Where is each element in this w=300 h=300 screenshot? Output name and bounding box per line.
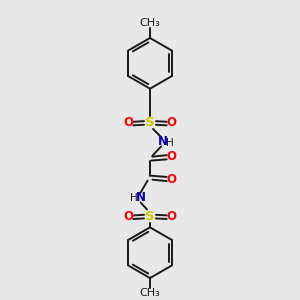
Text: O: O — [167, 210, 176, 223]
Text: CH₃: CH₃ — [140, 18, 160, 28]
Text: N: N — [136, 191, 146, 204]
Text: S: S — [145, 116, 155, 129]
Text: N: N — [158, 135, 167, 148]
Text: O: O — [124, 116, 134, 130]
Text: S: S — [145, 209, 155, 223]
Text: H: H — [166, 138, 174, 148]
Text: O: O — [167, 173, 176, 186]
Text: O: O — [167, 150, 176, 163]
Text: CH₃: CH₃ — [140, 288, 160, 298]
Text: O: O — [124, 210, 134, 223]
Text: H: H — [130, 193, 138, 202]
Text: O: O — [167, 116, 176, 130]
